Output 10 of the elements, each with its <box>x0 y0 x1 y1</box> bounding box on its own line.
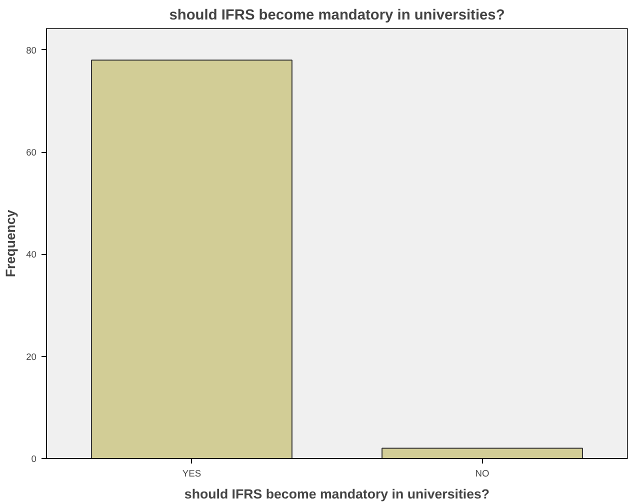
y-tick-label: 80 <box>26 45 37 56</box>
y-tick-label: 40 <box>26 250 37 260</box>
chart-title: should IFRS become mandatory in universities? <box>169 8 505 24</box>
y-axis-title: Frequency <box>3 209 18 278</box>
x-tick-label: NO <box>475 468 490 478</box>
x-axis-title: should IFRS become mandatory in universities? <box>184 486 490 502</box>
y-tick-label: 0 <box>31 454 37 464</box>
x-tick-label: YES <box>182 468 202 478</box>
y-tick-label: 20 <box>26 352 37 362</box>
y-tick-label: 60 <box>26 148 37 158</box>
